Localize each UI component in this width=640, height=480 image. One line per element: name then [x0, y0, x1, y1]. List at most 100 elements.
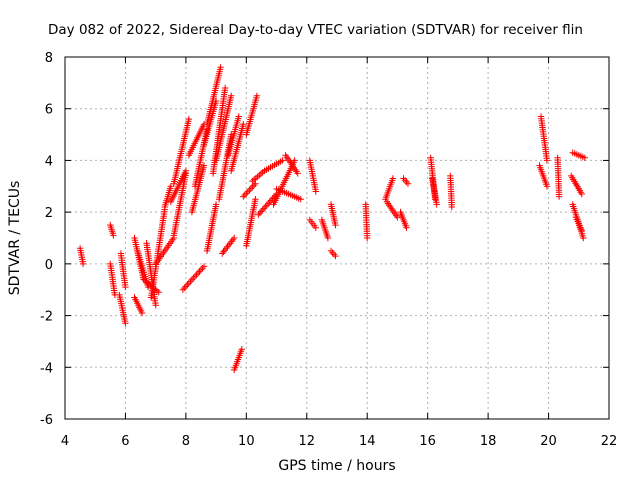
x-tick-label: 22 — [601, 434, 618, 449]
data-point — [330, 251, 338, 258]
data-point — [364, 234, 371, 242]
data-point — [555, 193, 563, 200]
data-point — [404, 180, 412, 187]
data-point — [259, 206, 266, 214]
data-point — [389, 175, 397, 182]
y-tick-label: 8 — [45, 51, 53, 66]
data-point — [188, 276, 196, 283]
data-point — [256, 172, 263, 179]
data-point — [312, 224, 319, 231]
data-point — [122, 320, 129, 327]
data-point — [193, 271, 200, 278]
y-tick-label: -6 — [40, 413, 53, 428]
data-point — [244, 188, 251, 195]
data-point — [238, 346, 245, 353]
data-point — [580, 234, 587, 242]
data-point — [155, 289, 162, 296]
data-point — [263, 202, 270, 209]
data-point — [291, 157, 298, 164]
data-point — [217, 64, 224, 71]
data-point — [448, 203, 455, 211]
data-point — [262, 203, 269, 210]
data-point — [184, 281, 191, 288]
data-point — [249, 183, 256, 191]
data-point — [543, 183, 551, 190]
data-point — [240, 193, 247, 200]
data-point — [250, 182, 258, 189]
data-point — [241, 191, 248, 199]
data-point — [110, 232, 117, 239]
data-point — [279, 157, 286, 164]
data-point — [240, 121, 247, 128]
x-tick-label: 16 — [419, 434, 436, 449]
data-point — [187, 278, 194, 285]
data-point — [182, 283, 190, 290]
data-point — [256, 209, 263, 217]
data-point — [332, 252, 339, 260]
data-point — [297, 196, 304, 203]
data-point — [190, 274, 197, 282]
data-point — [122, 283, 129, 291]
data-point — [182, 170, 190, 177]
data-point — [403, 224, 410, 231]
chart-title: Day 082 of 2022, Sidereal Day-to-day VTE… — [48, 22, 583, 38]
axis-ticks: 4 6 8 10 12 14 16 18 20 22 -6 -4 -2 0 2 4 6 8 — [40, 51, 617, 449]
x-tick-label: 6 — [121, 434, 129, 449]
data-point — [578, 227, 585, 234]
data-point — [246, 187, 253, 194]
data-point — [260, 205, 268, 212]
data-point — [179, 286, 187, 293]
y-tick-label: -4 — [40, 361, 53, 376]
data-point — [243, 190, 250, 197]
y-tick-label: 6 — [45, 103, 53, 118]
data-point — [228, 92, 235, 99]
x-tick-label: 12 — [299, 434, 316, 449]
data-point — [199, 264, 206, 272]
grid-lines — [65, 57, 609, 419]
y-tick-label: 0 — [45, 258, 53, 273]
x-tick-label: 8 — [182, 434, 190, 449]
data-point — [152, 302, 159, 309]
data-point — [265, 200, 272, 207]
data-point — [197, 266, 205, 273]
data-point — [433, 201, 440, 208]
data-point — [185, 115, 193, 123]
data-point — [394, 214, 401, 221]
data-point — [255, 211, 262, 218]
data-point — [257, 170, 265, 177]
data-point — [196, 268, 203, 275]
data-point — [191, 273, 199, 280]
data-point — [235, 113, 242, 120]
y-tick-label: 2 — [45, 206, 53, 221]
y-tick-label: -2 — [40, 310, 53, 325]
data-point — [142, 277, 149, 284]
data-point — [247, 185, 255, 192]
data-point — [403, 178, 410, 186]
data-point — [181, 284, 188, 292]
x-tick-label: 14 — [359, 434, 376, 449]
data-point — [332, 221, 339, 229]
data-point — [138, 309, 146, 317]
data-point — [185, 279, 193, 287]
data-point — [212, 201, 220, 208]
data-point — [252, 196, 259, 203]
x-tick-label: 18 — [480, 434, 497, 449]
x-tick-label: 4 — [61, 434, 69, 449]
data-points — [76, 64, 588, 374]
data-point — [294, 170, 301, 177]
data-point — [250, 176, 258, 183]
data-point — [200, 162, 208, 169]
data-point — [312, 188, 319, 195]
data-point — [222, 84, 229, 92]
data-point — [581, 154, 588, 161]
x-tick-label: 20 — [540, 434, 557, 449]
x-tick-label: 10 — [238, 434, 255, 449]
data-point — [79, 260, 87, 268]
data-point — [324, 234, 332, 242]
y-axis-label: SDTVAR / TECUs — [7, 181, 23, 296]
x-axis-label: GPS time / hours — [278, 458, 395, 474]
data-point — [200, 263, 208, 270]
data-point — [543, 157, 551, 164]
plot-frame — [64, 56, 610, 420]
